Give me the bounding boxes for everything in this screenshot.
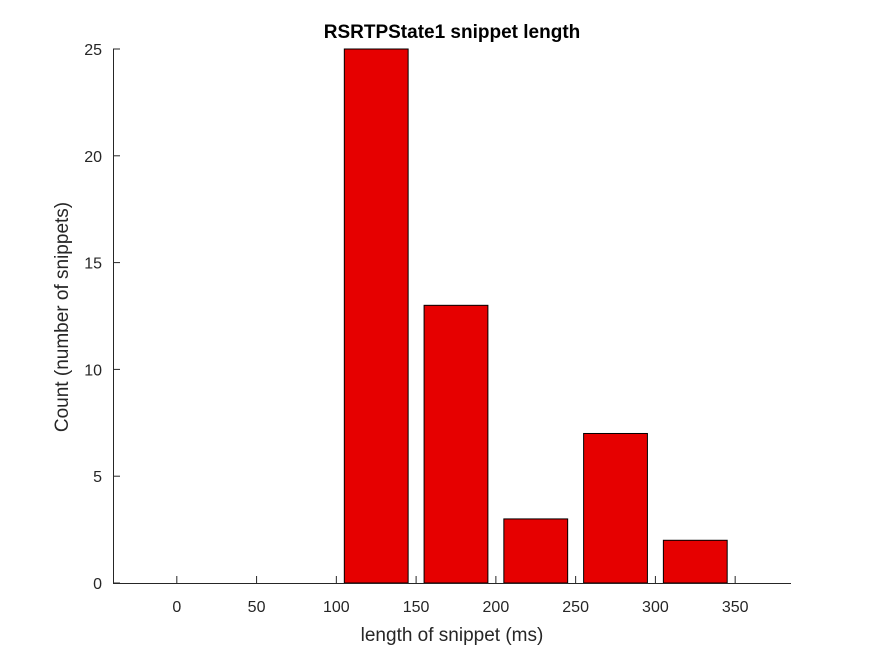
x-ticks-group: 0 50 100 150 200 250 300 350 (172, 576, 749, 616)
x-tick-label: 50 (248, 599, 266, 616)
x-axis-label: length of snippet (ms) (361, 625, 544, 646)
x-tick-label: 250 (562, 599, 589, 616)
x-tick-label: 150 (403, 599, 430, 616)
y-tick-label: 10 (84, 362, 102, 379)
bar-275 (583, 432, 648, 584)
bar-175 (423, 304, 489, 584)
bar-125 (343, 48, 409, 584)
x-tick-label: 350 (722, 599, 749, 616)
x-tick-label: 300 (642, 599, 669, 616)
y-tick-label: 25 (84, 42, 102, 59)
y-tick-label: 5 (93, 469, 102, 486)
x-tick-label: 0 (172, 599, 181, 616)
bar-225 (503, 518, 569, 584)
x-tick-label: 100 (323, 599, 350, 616)
x-tick-label: 200 (483, 599, 510, 616)
axes-group (113, 49, 791, 584)
y-tick-label: 20 (84, 149, 102, 166)
bar-325 (662, 539, 728, 584)
y-tick-label: 15 (84, 256, 102, 273)
y-axis-label: Count (number of snippets) (52, 202, 73, 432)
y-ticks-group: 0 5 10 15 20 25 (84, 42, 120, 593)
chart-title: RSRTPState1 snippet length (324, 22, 581, 43)
y-tick-label: 0 (93, 576, 102, 593)
bars-group (343, 48, 728, 584)
